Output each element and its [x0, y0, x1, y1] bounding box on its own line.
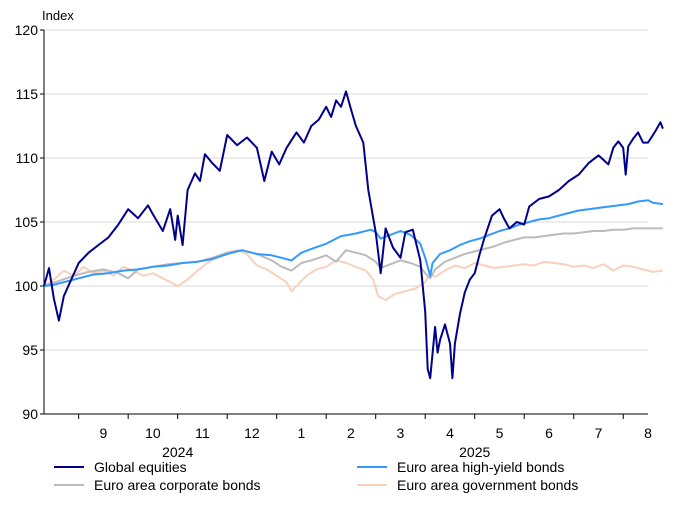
x-tick-label-month: 11 — [195, 425, 210, 441]
y-tick-label: 115 — [16, 86, 39, 102]
series-line — [43, 199, 664, 287]
series-line — [43, 90, 664, 380]
x-tick-label-month: 7 — [595, 425, 603, 441]
series-lines — [43, 90, 664, 380]
y-tick-label: 120 — [15, 22, 39, 38]
legend: Global equities Euro area high-yield bond… — [54, 459, 578, 493]
y-tick-label: 110 — [16, 150, 39, 166]
x-tick-label-month: 6 — [545, 425, 553, 441]
legend-label: Euro area corporate bonds — [94, 477, 261, 493]
legend-label: Euro area government bonds — [397, 477, 578, 493]
legend-label: Global equities — [94, 459, 187, 475]
y-tick-label: 90 — [22, 406, 38, 422]
x-tick-label-year: 2024 — [162, 444, 193, 460]
y-ticks: 90 95 100 105 110 115 120 — [15, 22, 44, 422]
series-line — [43, 227, 663, 287]
x-tick-label-month: 4 — [446, 425, 454, 441]
y-tick-label: 95 — [22, 342, 38, 358]
x-tick-label-month: 12 — [244, 425, 260, 441]
y-tick-label: 100 — [15, 278, 39, 294]
x-tick-label-year: 2025 — [459, 444, 490, 460]
y-axis-label: Index — [42, 8, 74, 23]
legend-label: Euro area high-yield bonds — [397, 459, 564, 475]
series-line — [43, 249, 664, 302]
x-tick-label-month: 1 — [298, 425, 306, 441]
x-tick-label-month: 8 — [644, 425, 652, 441]
x-tick-label-month: 2 — [347, 425, 355, 441]
x-tick-label-month: 9 — [100, 425, 108, 441]
x-tick-label-month: 10 — [145, 425, 161, 441]
x-tick-label-month: 5 — [496, 425, 504, 441]
x-tick-label-month: 3 — [397, 425, 405, 441]
y-tick-label: 105 — [15, 214, 39, 230]
